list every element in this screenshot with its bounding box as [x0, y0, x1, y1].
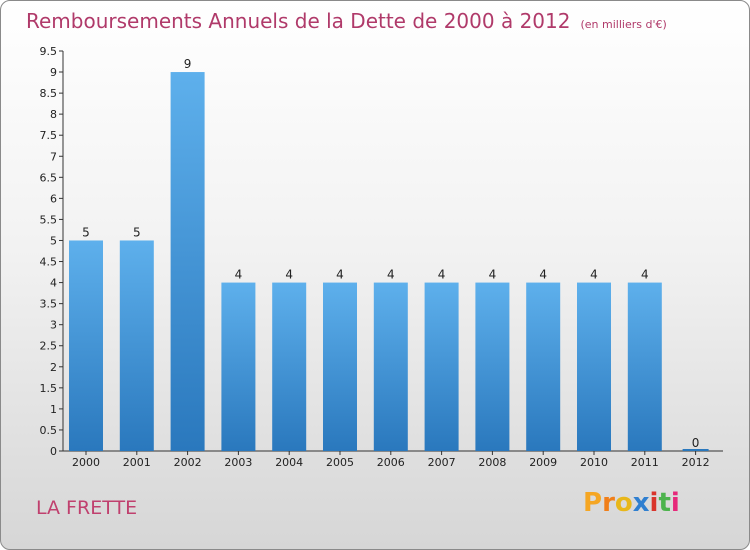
data-label: 4 [387, 268, 395, 282]
data-label: 5 [133, 225, 141, 239]
x-tick-label: 2000 [72, 456, 100, 469]
bar-2006 [373, 282, 408, 451]
x-tick-label: 2003 [224, 456, 252, 469]
data-label: 4 [590, 268, 598, 282]
bar-2000 [69, 240, 103, 451]
data-label: 4 [438, 268, 446, 282]
y-tick-label: 6 [50, 192, 57, 205]
x-tick-label: 2005 [326, 456, 354, 469]
city-name: LA FRETTE [36, 497, 138, 519]
x-tick-label: 2012 [682, 456, 710, 469]
logo-letter: x [632, 488, 650, 518]
data-label: 5 [82, 225, 90, 239]
y-tick-label: 3 [50, 319, 57, 332]
y-tick-label: 7 [50, 150, 57, 163]
bar-2009 [526, 282, 561, 451]
bar-2004 [272, 282, 307, 451]
data-label: 4 [489, 268, 497, 282]
logo-letter: t [658, 488, 671, 518]
bar-2005 [323, 282, 357, 451]
data-label: 9 [184, 57, 192, 71]
y-tick-label: 2.5 [40, 340, 58, 353]
y-tick-label: 8 [50, 108, 57, 121]
chart-labels: 2000 5 2001 5 2002 9 2003 4 2004 4 2005 4 2006 4 2007 4… [72, 57, 710, 469]
bar-2002 [170, 72, 205, 451]
chart-bars [69, 72, 709, 451]
chart-title-block: Remboursements Annuels de la Dette de 20… [26, 9, 667, 33]
x-tick-label: 2007 [428, 456, 456, 469]
y-tick-label: 1.5 [40, 382, 58, 395]
logo-letter: i [649, 488, 659, 518]
x-tick-label: 2002 [174, 456, 202, 469]
x-tick-label: 2010 [580, 456, 608, 469]
y-tick-label: 9 [50, 66, 57, 79]
chart-unit: (en milliers d'€) [580, 18, 667, 31]
x-tick-label: 2001 [123, 456, 151, 469]
y-tick-label: 4.5 [40, 256, 58, 269]
y-tick-label: 9.5 [40, 45, 58, 58]
data-label: 4 [235, 268, 243, 282]
y-tick-label: 0 [50, 445, 57, 458]
data-label: 4 [641, 268, 649, 282]
bar-2010 [577, 282, 611, 451]
data-label: 0 [692, 436, 700, 450]
y-tick-label: 8.5 [40, 87, 58, 100]
logo-letter: r [602, 488, 615, 518]
y-tick-label: 4 [50, 277, 57, 290]
bar-2008 [475, 282, 510, 451]
y-tick-label: 5 [50, 234, 57, 247]
proxiti-logo[interactable]: Proxiti [583, 488, 680, 518]
logo-letter: P [583, 488, 603, 518]
x-tick-label: 2011 [631, 456, 659, 469]
y-tick-label: 5.5 [40, 213, 58, 226]
x-tick-label: 2006 [377, 456, 405, 469]
chart-title: Remboursements Annuels de la Dette de 20… [26, 9, 571, 33]
y-tick-label: 1 [50, 403, 57, 416]
bar-2011 [627, 282, 662, 451]
chart-axes: 0 0.5 1 1.5 2 2.5 3 3.5 4 4.5 5 5.5 6 6.5 7 7.5 8 8.5 9 9.5 [40, 45, 723, 458]
data-label: 4 [336, 268, 344, 282]
x-tick-label: 2004 [275, 456, 303, 469]
data-label: 4 [539, 268, 547, 282]
logo-letter: o [614, 488, 633, 518]
data-label: 4 [285, 268, 293, 282]
y-tick-label: 2 [50, 361, 57, 374]
y-tick-label: 3.5 [40, 298, 58, 311]
logo-letter: i [670, 488, 680, 518]
bar-2007 [424, 282, 459, 451]
x-tick-label: 2009 [529, 456, 557, 469]
x-tick-label: 2008 [478, 456, 506, 469]
y-tick-label: 6.5 [40, 171, 58, 184]
bar-2001 [119, 240, 154, 451]
y-tick-label: 0.5 [40, 424, 58, 437]
y-tick-label: 7.5 [40, 129, 58, 142]
bar-2003 [221, 282, 256, 451]
